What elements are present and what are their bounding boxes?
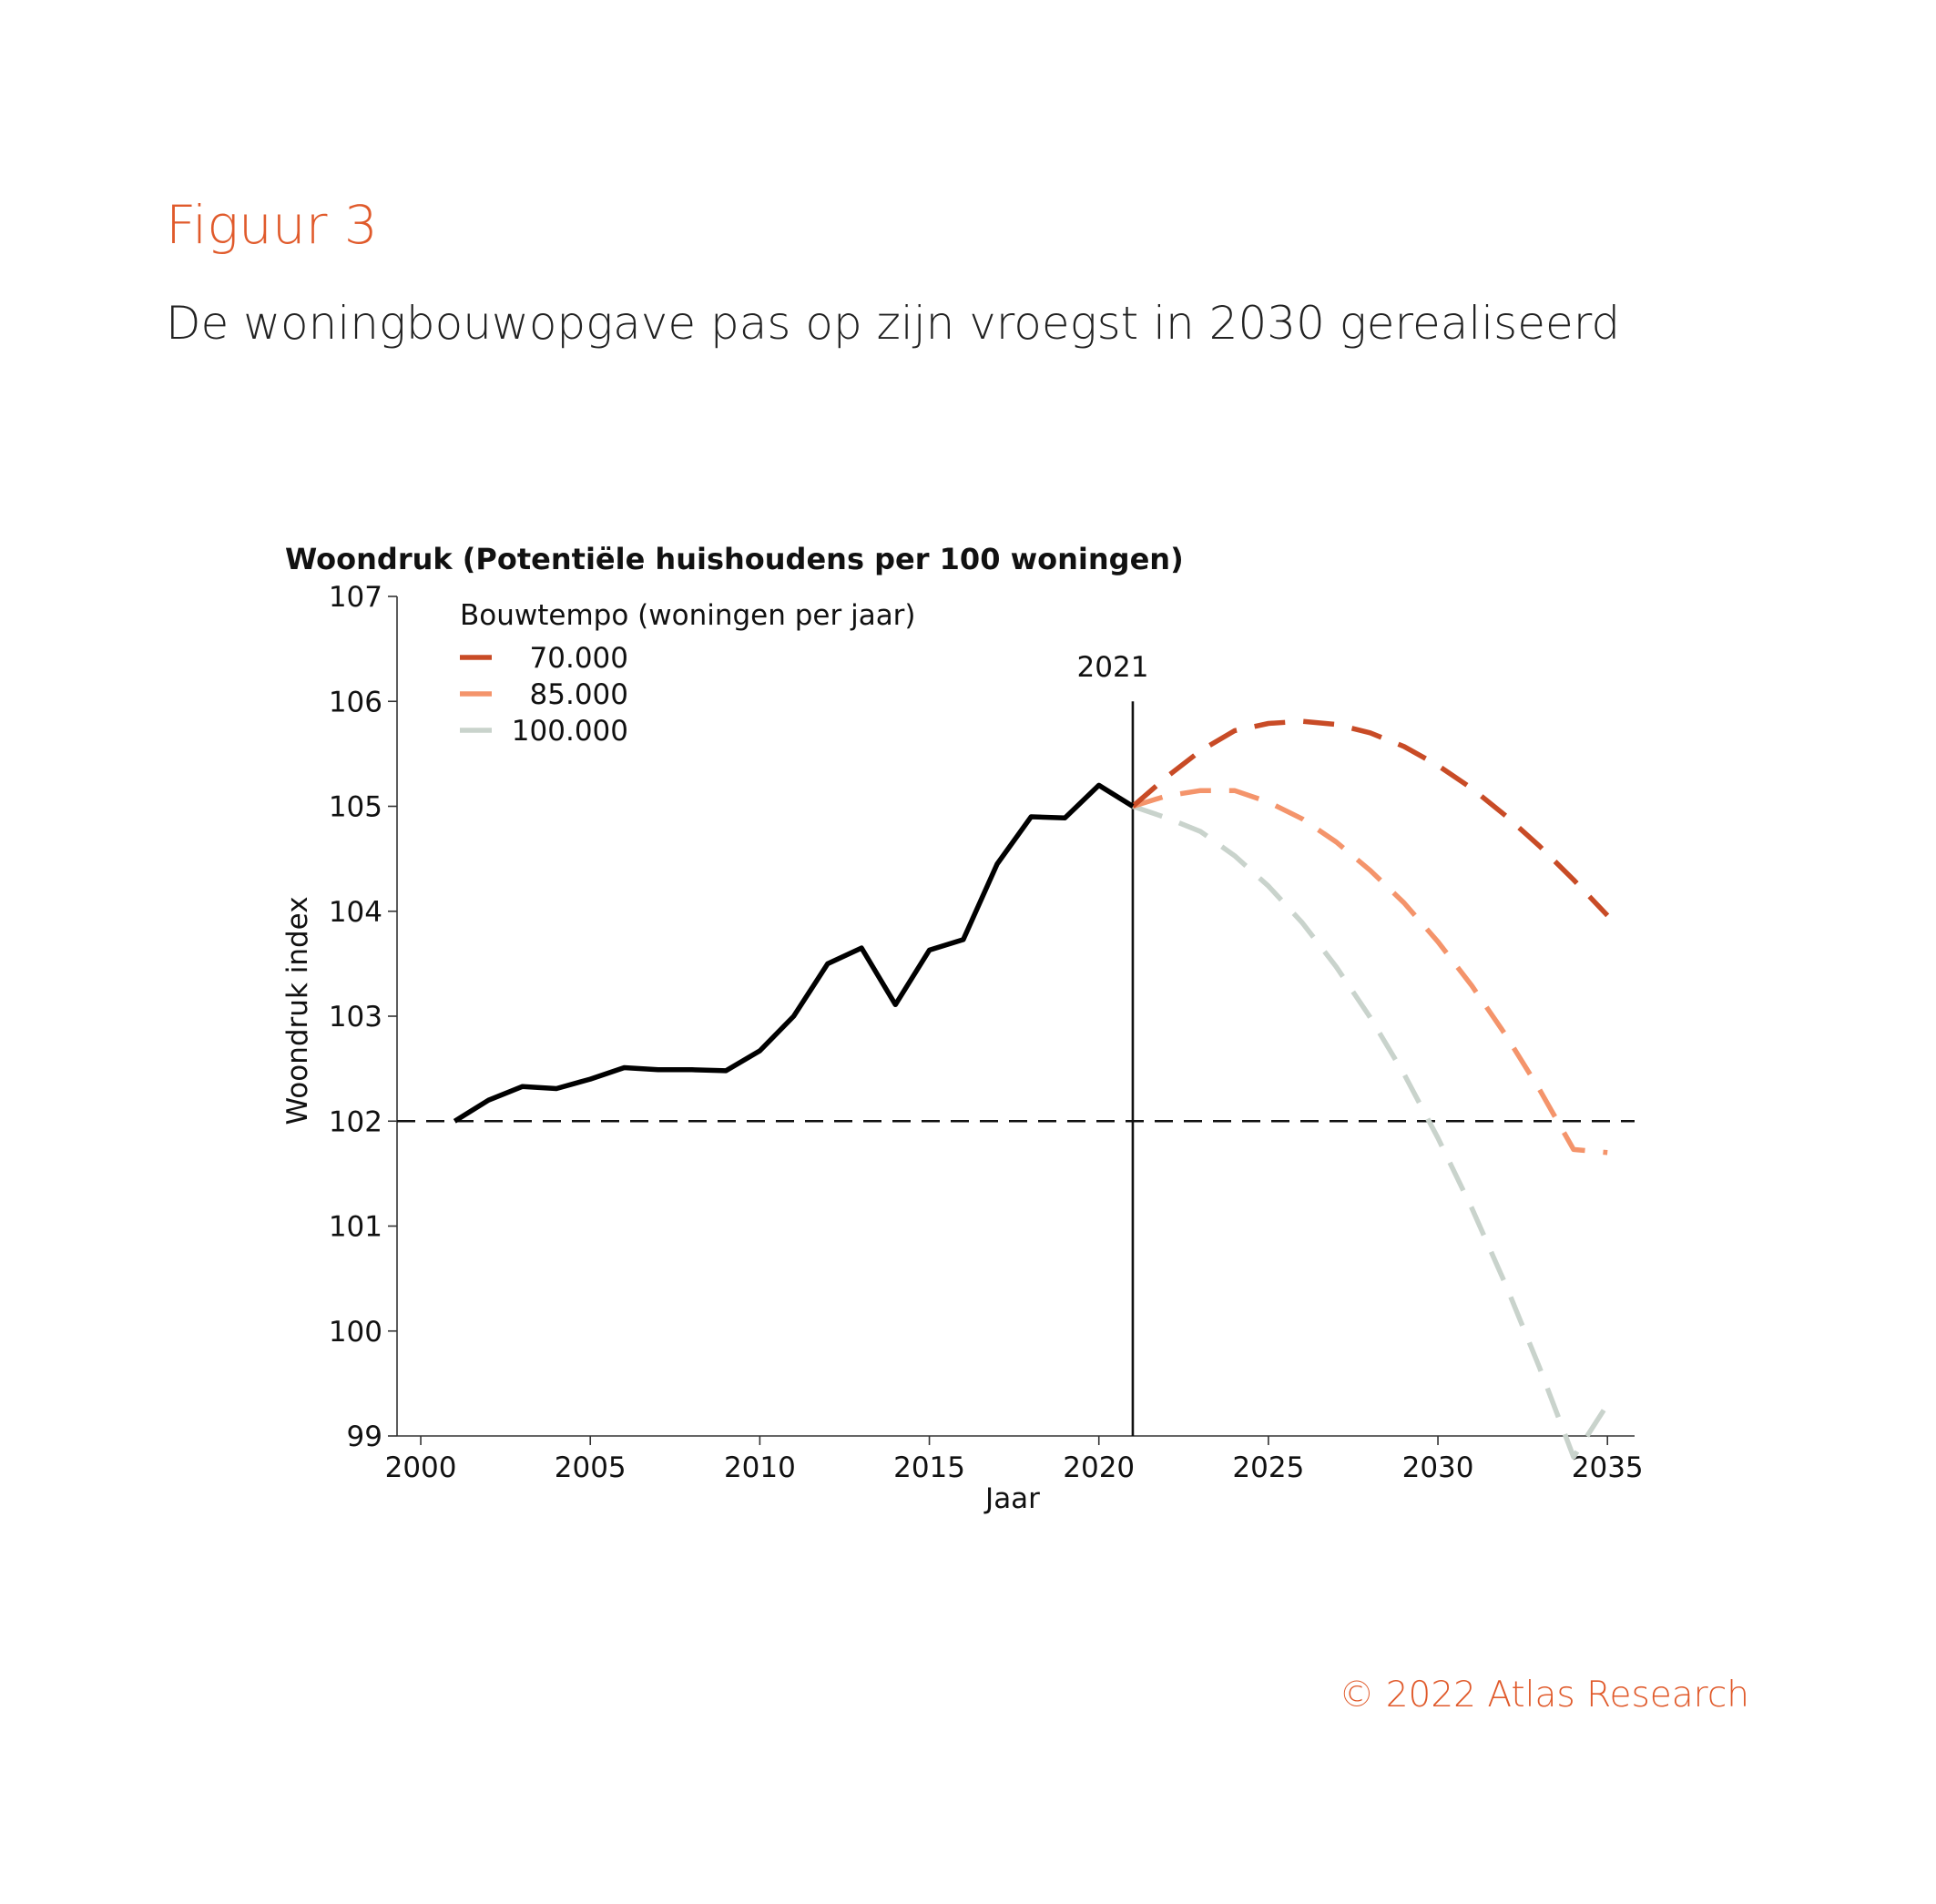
series-line-70.000 [1131, 718, 1610, 918]
y-tick-label: 99 [347, 1420, 382, 1453]
figure-label: Figuur 3 [166, 194, 378, 256]
x-tick-label: 2010 [724, 1451, 796, 1484]
y-tick-label: 102 [329, 1105, 382, 1138]
legend-label: 100.000 [512, 715, 628, 748]
x-tick-label: 2030 [1402, 1451, 1474, 1484]
x-tick-label: 2025 [1232, 1451, 1304, 1484]
x-tick-label: 2015 [893, 1451, 965, 1484]
y-tick-label: 103 [329, 1001, 382, 1033]
legend-title: Bouwtempo (woningen per jaar) [460, 599, 916, 632]
y-tick-label: 105 [329, 791, 382, 824]
y-tick-label: 106 [329, 686, 382, 718]
legend-label: 70.000 [530, 642, 628, 675]
chart-title: Woondruk (Potentiële huishoudens per 100… [285, 542, 1184, 576]
y-tick-label: 101 [329, 1211, 382, 1244]
x-tick-label: 2035 [1572, 1451, 1644, 1484]
y-tick-label: 107 [329, 581, 382, 614]
historical-line [453, 782, 1135, 1124]
figure-title: De woningbouwopgave pas op zijn vroegst … [166, 297, 1621, 350]
legend-label: 85.000 [530, 678, 628, 711]
y-tick-label: 100 [329, 1316, 382, 1349]
x-tick-label: 2000 [385, 1451, 457, 1484]
copyright-text: © 2022 Atlas Research [1339, 1675, 1749, 1716]
y-tick-label: 104 [329, 896, 382, 929]
series-line-85.000 [1132, 788, 1608, 1156]
y-axis-label: Woondruk index [281, 896, 314, 1125]
x-axis-label: Jaar [983, 1482, 1040, 1515]
x-tick-label: 2005 [555, 1451, 627, 1484]
series-line-100.000 [1132, 803, 1610, 1460]
vertical-line-label: 2021 [1077, 651, 1149, 684]
x-tick-label: 2020 [1063, 1451, 1135, 1484]
